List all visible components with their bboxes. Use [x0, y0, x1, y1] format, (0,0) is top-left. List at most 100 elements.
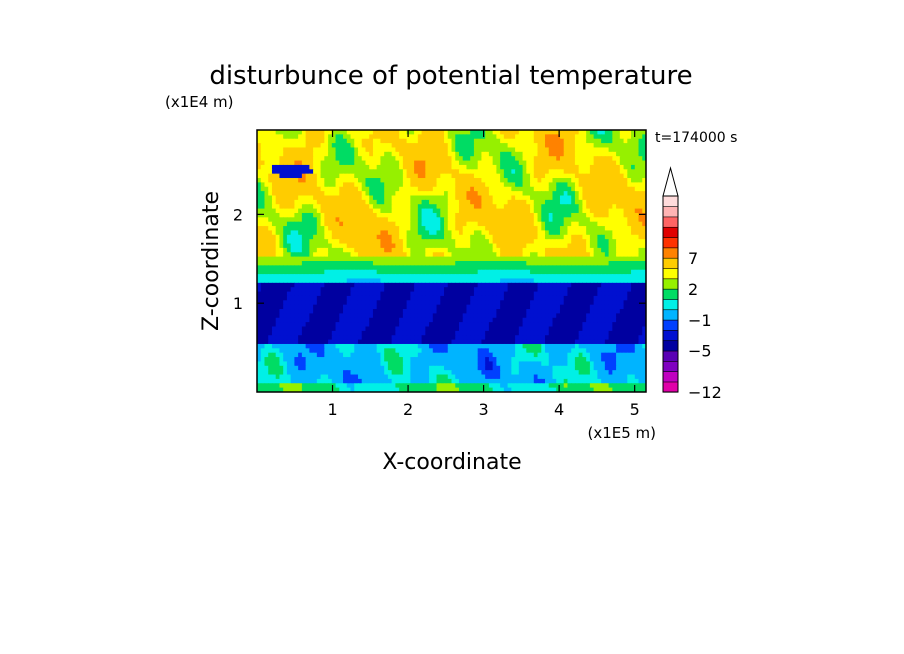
field-cell	[384, 208, 389, 214]
field-cell	[597, 278, 602, 284]
field-cell	[473, 317, 479, 323]
field-cell	[470, 147, 475, 153]
field-cell	[556, 239, 561, 245]
field-cell	[451, 208, 456, 214]
field-cell	[477, 304, 483, 310]
field-cell	[458, 204, 464, 210]
field-cell	[399, 326, 404, 332]
field-cell	[436, 252, 441, 258]
field-cell	[361, 173, 367, 179]
field-cell	[410, 239, 415, 245]
field-cell	[271, 304, 277, 310]
field-cell	[328, 178, 333, 183]
field-cell	[541, 317, 546, 323]
field-cell	[402, 191, 408, 197]
field-cell	[279, 300, 284, 306]
field-cell	[589, 178, 595, 183]
field-cell	[616, 226, 621, 232]
field-cell	[361, 239, 367, 245]
field-cell	[589, 300, 595, 306]
field-cell	[556, 204, 561, 210]
field-cell	[257, 256, 262, 262]
field-cell	[608, 217, 613, 223]
field-cell	[294, 322, 299, 328]
field-cell	[339, 295, 344, 301]
field-cell	[612, 147, 617, 153]
field-cell	[298, 217, 303, 223]
field-cell	[316, 261, 322, 266]
field-cell	[496, 199, 501, 205]
field-cell	[444, 182, 449, 188]
field-cell	[316, 317, 322, 323]
field-cell	[354, 178, 359, 183]
field-cell	[458, 186, 464, 192]
field-cell	[458, 169, 464, 175]
field-cell	[372, 313, 378, 319]
field-cell	[309, 186, 314, 192]
field-cell	[286, 247, 292, 253]
field-cell	[271, 287, 277, 293]
field-cell	[425, 274, 430, 280]
field-cell	[406, 261, 411, 266]
field-cell	[455, 212, 460, 218]
field-cell	[634, 282, 640, 288]
field-cell	[264, 199, 269, 205]
field-cell	[541, 335, 546, 341]
field-cell	[425, 186, 430, 192]
field-cell	[365, 239, 370, 245]
field-cell	[417, 134, 423, 140]
field-cell	[631, 208, 636, 214]
field-cell	[309, 217, 314, 223]
field-cell	[466, 138, 471, 144]
field-cell	[357, 317, 363, 323]
field-cell	[612, 230, 617, 236]
field-cell	[481, 147, 486, 153]
field-cell	[518, 234, 524, 240]
field-cell	[402, 164, 408, 170]
field-cell	[429, 164, 434, 170]
field-cell	[387, 243, 393, 249]
field-cell	[473, 239, 479, 245]
field-cell	[309, 304, 314, 310]
field-cell	[268, 212, 273, 218]
field-cell	[417, 278, 423, 284]
field-cell	[309, 164, 314, 170]
field-cell	[500, 217, 505, 223]
field-cell	[346, 335, 352, 341]
field-cell	[387, 147, 393, 153]
field-cell	[380, 256, 385, 262]
field-cell	[417, 226, 423, 232]
field-cell	[597, 217, 602, 223]
field-cell	[518, 143, 524, 149]
field-cell	[387, 252, 393, 258]
field-cell	[361, 191, 367, 197]
field-cell	[593, 186, 598, 192]
field-cell	[582, 295, 587, 301]
field-cell	[429, 169, 434, 175]
field-cell	[496, 274, 501, 280]
field-cell	[402, 291, 408, 297]
field-cell	[631, 282, 636, 288]
y-scale-label: (x1E4 m)	[165, 93, 234, 111]
field-cell	[399, 221, 404, 227]
field-cell	[346, 261, 352, 266]
field-cell	[406, 291, 411, 297]
field-cell	[485, 300, 490, 306]
field-cell	[372, 208, 378, 214]
field-cell	[417, 304, 423, 310]
field-cell	[279, 178, 284, 183]
field-cell	[290, 195, 295, 201]
field-cell	[608, 291, 613, 297]
field-cell	[522, 134, 527, 140]
field-cell	[586, 278, 591, 284]
field-cell	[604, 178, 610, 183]
field-cell	[515, 252, 520, 258]
field-cell	[361, 265, 367, 271]
field-cell	[286, 274, 292, 280]
field-cell	[627, 134, 632, 140]
field-cell	[432, 274, 438, 280]
field-cell	[556, 138, 561, 144]
field-cell	[466, 304, 471, 310]
field-cell	[496, 326, 501, 332]
field-cell	[425, 278, 430, 284]
